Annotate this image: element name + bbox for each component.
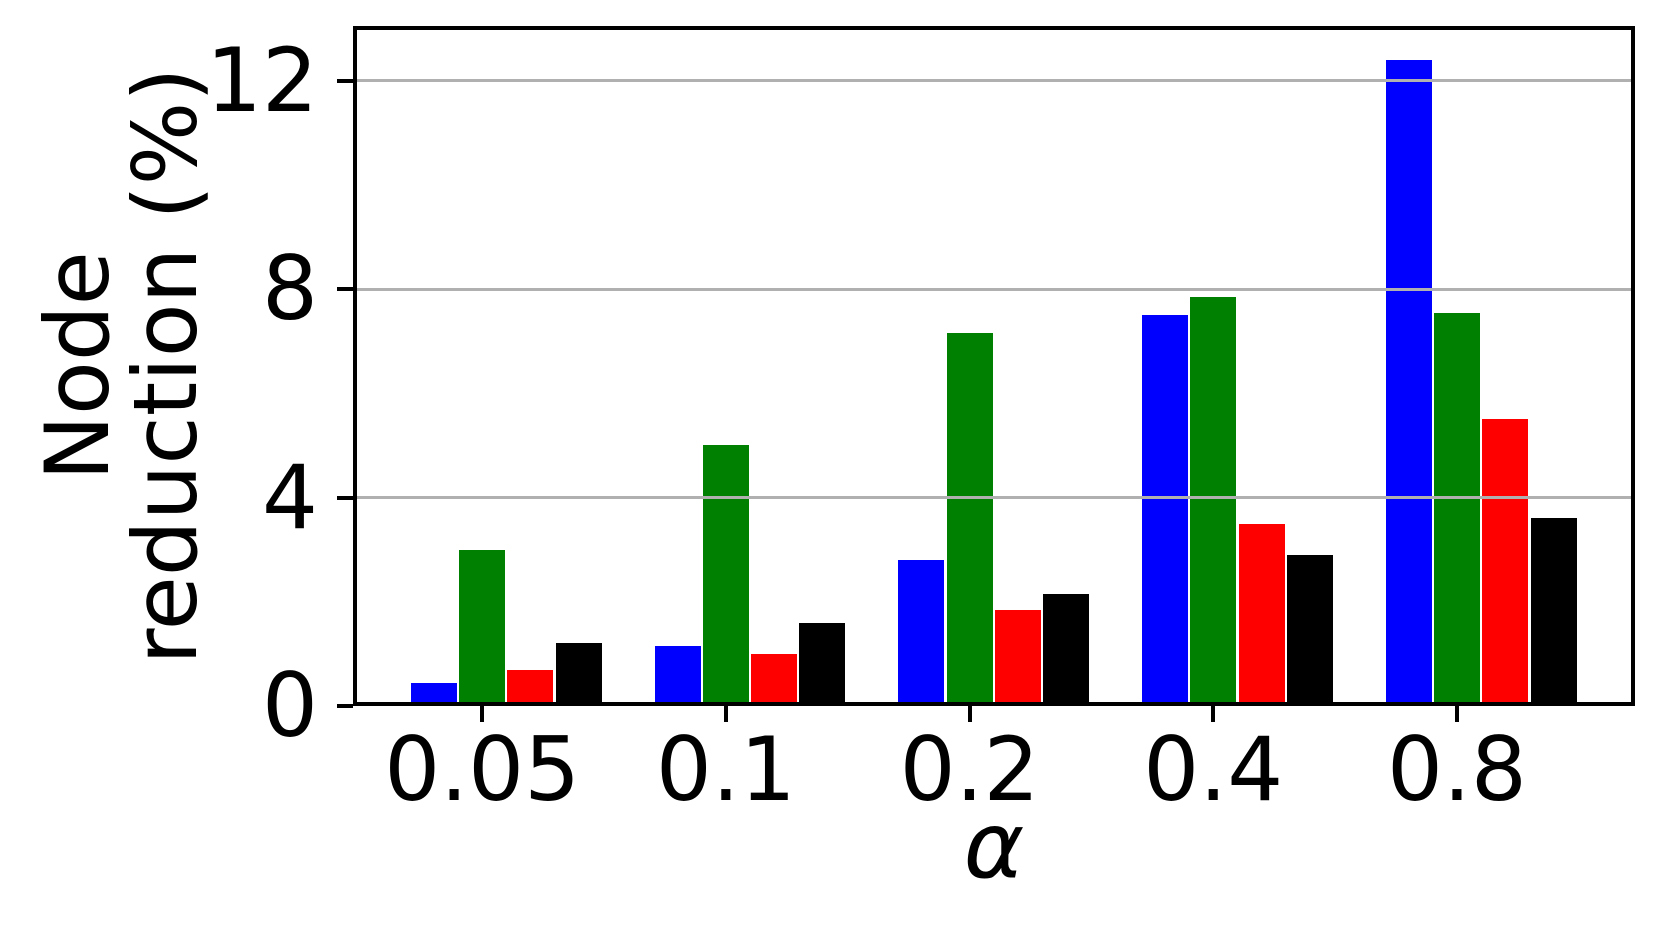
y-tick-label-4: 4 <box>262 445 318 549</box>
x-axis-label: α <box>963 792 1025 899</box>
x-tick-label-0.8: 0.8 <box>1386 718 1527 821</box>
bar-red-series-alpha-0.8 <box>1482 419 1529 706</box>
bar-red-series-alpha-0.4 <box>1238 523 1285 706</box>
y-tick-label-12: 12 <box>206 28 318 132</box>
bar-blue-series-alpha-0.1 <box>654 646 701 706</box>
bar-black-series-alpha-0.05 <box>555 643 602 706</box>
y-axis-label-line1: Node <box>26 251 129 481</box>
y-tick-mark-8 <box>337 287 353 292</box>
bar-black-series-alpha-0.8 <box>1530 518 1577 706</box>
bar-green-series-alpha-0.2 <box>946 333 993 706</box>
bar-blue-series-alpha-0.4 <box>1141 315 1188 706</box>
bar-black-series-alpha-0.1 <box>799 622 846 706</box>
x-tick-mark-0.05 <box>480 706 485 722</box>
bar-red-series-alpha-0.2 <box>994 609 1041 706</box>
bar-black-series-alpha-0.4 <box>1286 554 1333 706</box>
bar-green-series-alpha-0.05 <box>459 549 506 706</box>
y-tick-mark-4 <box>337 495 353 500</box>
gridline-y-4 <box>353 496 1635 500</box>
y-tick-mark-0 <box>337 704 353 708</box>
bar-blue-series-alpha-0.2 <box>898 560 945 706</box>
bar-red-series-alpha-0.05 <box>507 669 554 706</box>
gridline-y-12 <box>353 79 1635 83</box>
x-tick-label-0.4: 0.4 <box>1143 718 1284 821</box>
x-tick-label-0.1: 0.1 <box>655 718 796 821</box>
x-tick-mark-0.1 <box>723 706 728 722</box>
x-tick-mark-0.8 <box>1454 706 1459 722</box>
bar-black-series-alpha-0.2 <box>1043 593 1090 706</box>
bar-red-series-alpha-0.1 <box>751 653 798 706</box>
x-tick-label-0.05: 0.05 <box>384 718 581 821</box>
y-tick-label-0: 0 <box>262 654 318 757</box>
bar-green-series-alpha-0.4 <box>1190 296 1237 706</box>
gridline-y-8 <box>353 287 1635 291</box>
x-tick-label-0.2: 0.2 <box>899 718 1040 821</box>
bar-blue-series-alpha-0.8 <box>1385 59 1432 706</box>
y-tick-mark-12 <box>337 78 353 83</box>
x-tick-mark-0.2 <box>967 706 972 722</box>
x-tick-mark-0.4 <box>1211 706 1216 722</box>
bar-blue-series-alpha-0.05 <box>410 682 457 706</box>
y-tick-label-8: 8 <box>262 237 318 341</box>
bar-green-series-alpha-0.1 <box>702 445 749 706</box>
bar-green-series-alpha-0.8 <box>1433 312 1480 706</box>
